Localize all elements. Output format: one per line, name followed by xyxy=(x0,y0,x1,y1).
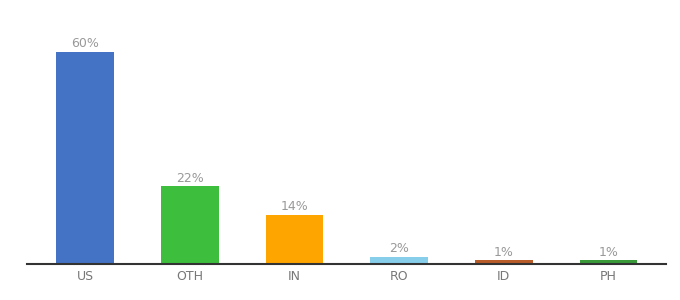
Text: 1%: 1% xyxy=(598,246,619,259)
Bar xyxy=(371,257,428,264)
Text: 2%: 2% xyxy=(389,242,409,255)
Bar xyxy=(56,52,114,264)
Text: 1%: 1% xyxy=(494,246,514,259)
Text: 22%: 22% xyxy=(176,172,203,184)
Bar xyxy=(475,260,532,264)
Bar xyxy=(266,214,323,264)
Bar xyxy=(161,186,218,264)
Text: 60%: 60% xyxy=(71,38,99,50)
Bar xyxy=(580,260,637,264)
Text: 14%: 14% xyxy=(281,200,308,213)
